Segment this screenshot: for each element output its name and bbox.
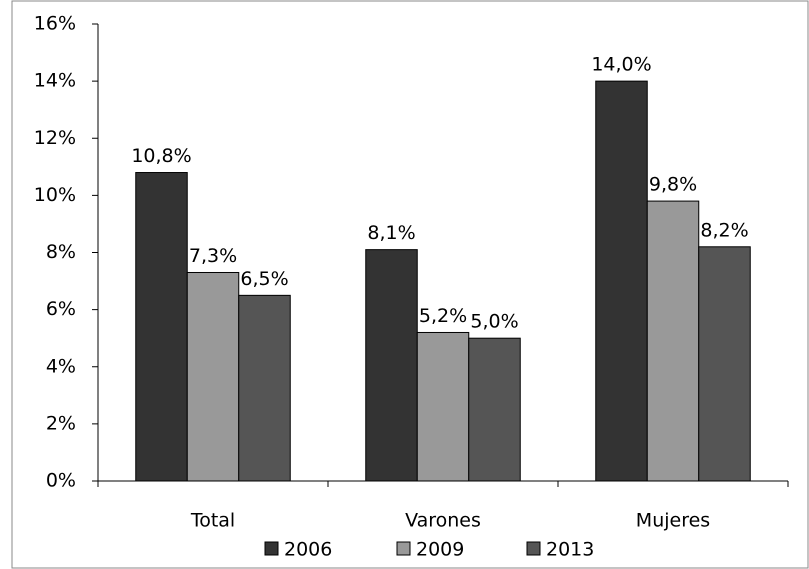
y-tick-label: 6% — [46, 298, 76, 320]
y-tick-label: 16% — [34, 13, 76, 35]
bar — [238, 294, 291, 482]
legend-swatch — [526, 541, 541, 556]
y-tick-label: 12% — [34, 127, 76, 149]
bar — [595, 80, 648, 482]
x-tick-label: Mujeres — [636, 510, 710, 532]
bar — [698, 246, 751, 482]
data-label: 8,1% — [367, 222, 415, 244]
legend-label: 2009 — [416, 539, 464, 561]
bar — [186, 271, 240, 482]
x-tick-label: Total — [190, 510, 235, 532]
data-label: 9,8% — [649, 174, 697, 196]
data-label: 5,2% — [419, 305, 467, 327]
x-tick-label: Varones — [405, 510, 481, 532]
bar — [416, 331, 470, 482]
data-label: 5,0% — [470, 311, 518, 333]
data-label: 8,2% — [700, 219, 748, 241]
y-tick-label: 2% — [46, 412, 76, 434]
data-label: 6,5% — [240, 268, 288, 290]
data-label: 14,0% — [591, 54, 651, 76]
y-tick-label: 14% — [34, 70, 76, 92]
bar — [365, 249, 418, 482]
legend-label: 2013 — [546, 539, 594, 561]
y-tick-label: 8% — [46, 241, 76, 263]
bar — [135, 172, 188, 482]
data-label: 7,3% — [189, 245, 237, 267]
legend-label: 2006 — [284, 539, 332, 561]
y-tick-label: 10% — [34, 184, 76, 206]
bar — [468, 337, 521, 482]
y-tick-label: 4% — [46, 355, 76, 377]
y-tick-label: 0% — [46, 470, 76, 492]
legend-swatch — [396, 541, 411, 556]
legend-swatch — [264, 541, 279, 556]
bar — [646, 200, 700, 482]
data-label: 10,8% — [131, 145, 191, 167]
